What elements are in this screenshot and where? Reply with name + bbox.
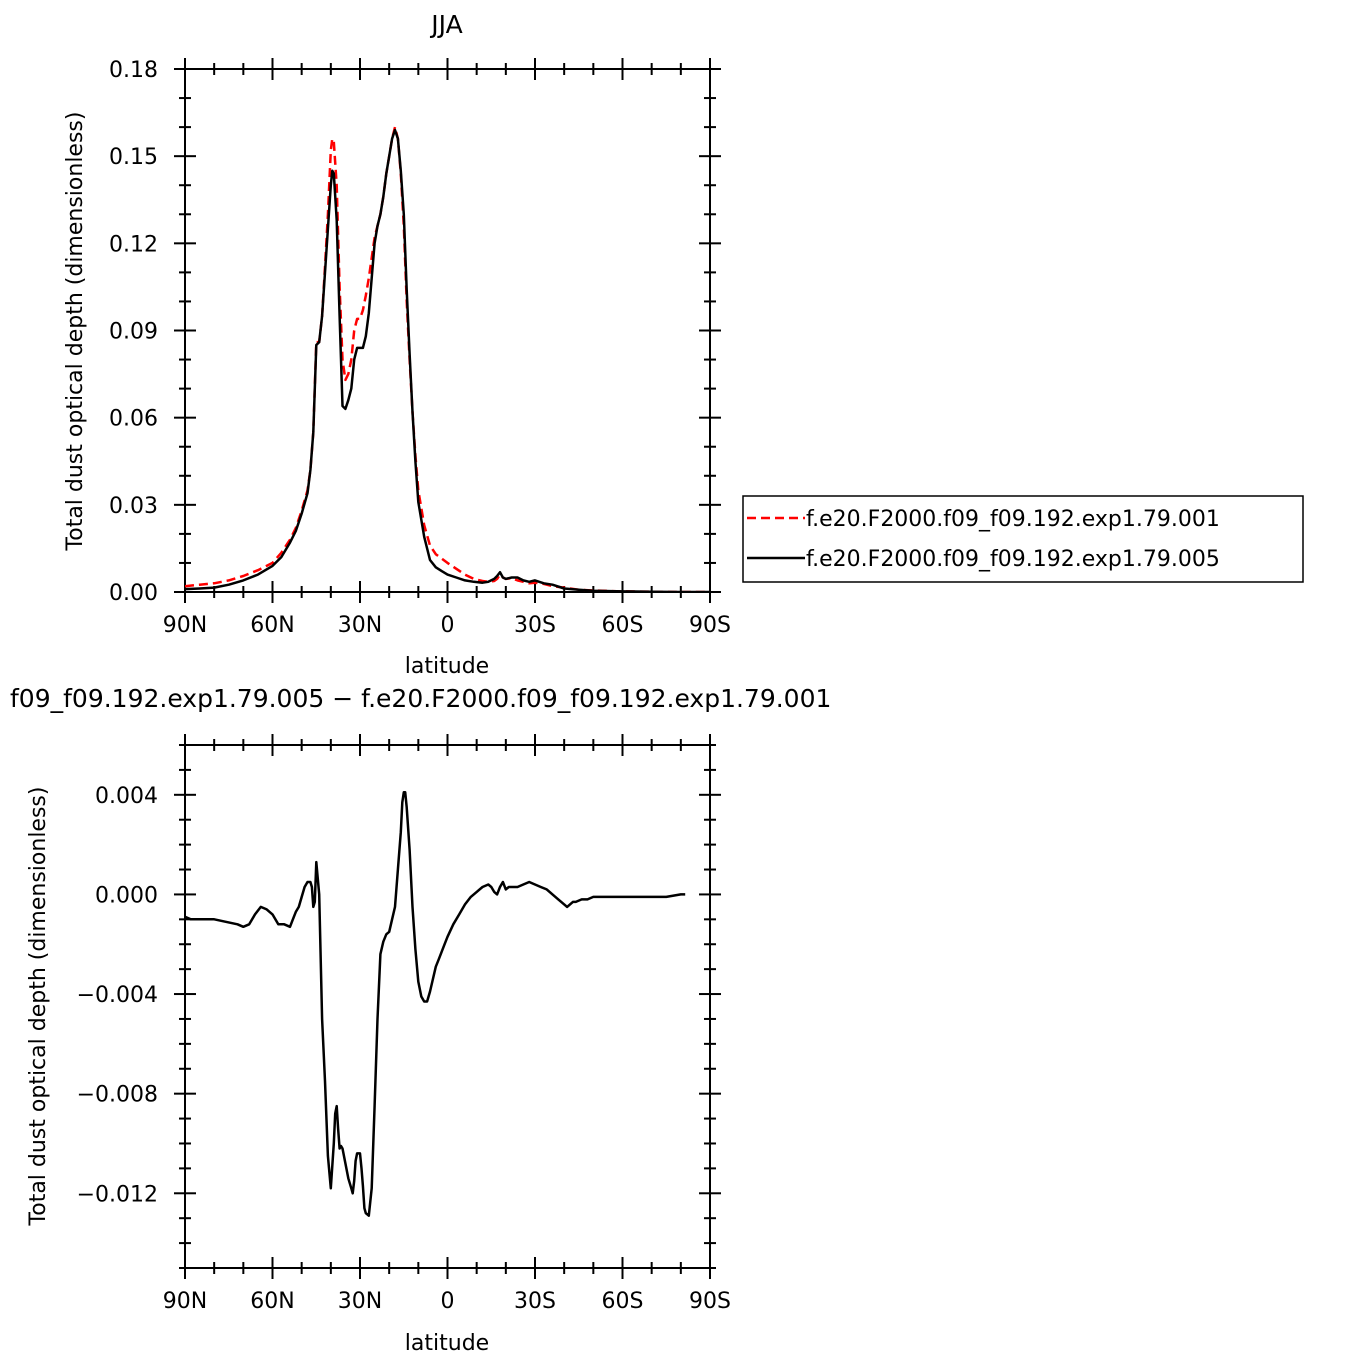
bottom-x-tick-label: 30N: [338, 1289, 382, 1314]
bottom-y-tick-label: −0.012: [77, 1182, 158, 1207]
top-y-tick-label: 0.18: [109, 58, 158, 83]
top-panel-title: JJA: [429, 10, 462, 39]
legend-label-series-005: f.e20.F2000.f09_f09.192.exp1.79.005: [806, 547, 1220, 572]
top-y-tick-label: 0.12: [109, 232, 158, 257]
top-y-tick-label: 0.00: [109, 581, 158, 606]
top-x-tick-label: 60N: [250, 613, 294, 638]
legend-label-series-001: f.e20.F2000.f09_f09.192.exp1.79.001: [806, 507, 1220, 532]
bottom-y-tick-label: 0.000: [95, 883, 158, 908]
bottom-series-lines: [185, 791, 686, 1217]
bottom-plot-frame: [184, 744, 711, 1269]
bottom-panel-title: f09_f09.192.exp1.79.005 − f.e20.F2000.f0…: [10, 684, 831, 713]
bottom-x-tick-label: 60N: [250, 1289, 294, 1314]
bottom-x-tick-label: 90N: [163, 1289, 207, 1314]
top-y-tick-label: 0.15: [109, 145, 158, 170]
top-series-line-1: [185, 128, 710, 592]
bottom-y-tick-label: −0.004: [77, 983, 158, 1008]
legend: f.e20.F2000.f09_f09.192.exp1.79.001 f.e2…: [742, 495, 1304, 583]
top-y-tick-label: 0.06: [109, 407, 158, 432]
bottom-y-tick-label: 0.004: [95, 784, 158, 809]
bottom-x-tick-label: 30S: [514, 1289, 556, 1314]
top-plot-frame: [184, 68, 711, 593]
top-x-tick-label: 0: [441, 613, 455, 638]
bottom-x-tick-label: 0: [441, 1289, 455, 1314]
bottom-y-tick-label: −0.008: [77, 1083, 158, 1108]
bottom-x-tick-label: 90S: [689, 1289, 731, 1314]
top-y-tick-label: 0.09: [109, 320, 158, 345]
bottom-series-line-0: [185, 791, 686, 1217]
top-y-axis-label: Total dust optical depth (dimensionless): [63, 112, 88, 552]
top-x-tick-label: 90S: [689, 613, 731, 638]
bottom-x-tick-label: 60S: [602, 1289, 644, 1314]
top-x-axis-label: latitude: [405, 654, 489, 679]
top-axes: 90N 60N 30N 0 30S 60S 90S 0.00 0.03 0.06 0.09 0.12 0…: [109, 58, 731, 638]
top-series-lines: [185, 125, 710, 592]
top-x-tick-label: 30N: [338, 613, 382, 638]
bottom-x-axis-label: latitude: [405, 1331, 489, 1356]
bottom-panel: f09_f09.192.exp1.79.005 − f.e20.F2000.f0…: [10, 684, 831, 1356]
bottom-y-axis-label: Total dust optical depth (dimensionless): [26, 787, 51, 1227]
top-x-tick-label: 30S: [514, 613, 556, 638]
legend-box: [742, 495, 1304, 583]
top-panel: JJA 90N 60N 30N 0 30S 60S 90S 0.00 0.03 0.06 0.09 0…: [63, 10, 1304, 679]
top-series-line-0: [185, 125, 710, 592]
top-x-tick-label: 60S: [602, 613, 644, 638]
top-y-tick-label: 0.03: [109, 494, 158, 519]
bottom-axes: 90N 60N 30N 0 30S 60S 90S −0.012 −0.008 −0.004 0.0…: [77, 734, 731, 1314]
top-x-tick-label: 90N: [163, 613, 207, 638]
